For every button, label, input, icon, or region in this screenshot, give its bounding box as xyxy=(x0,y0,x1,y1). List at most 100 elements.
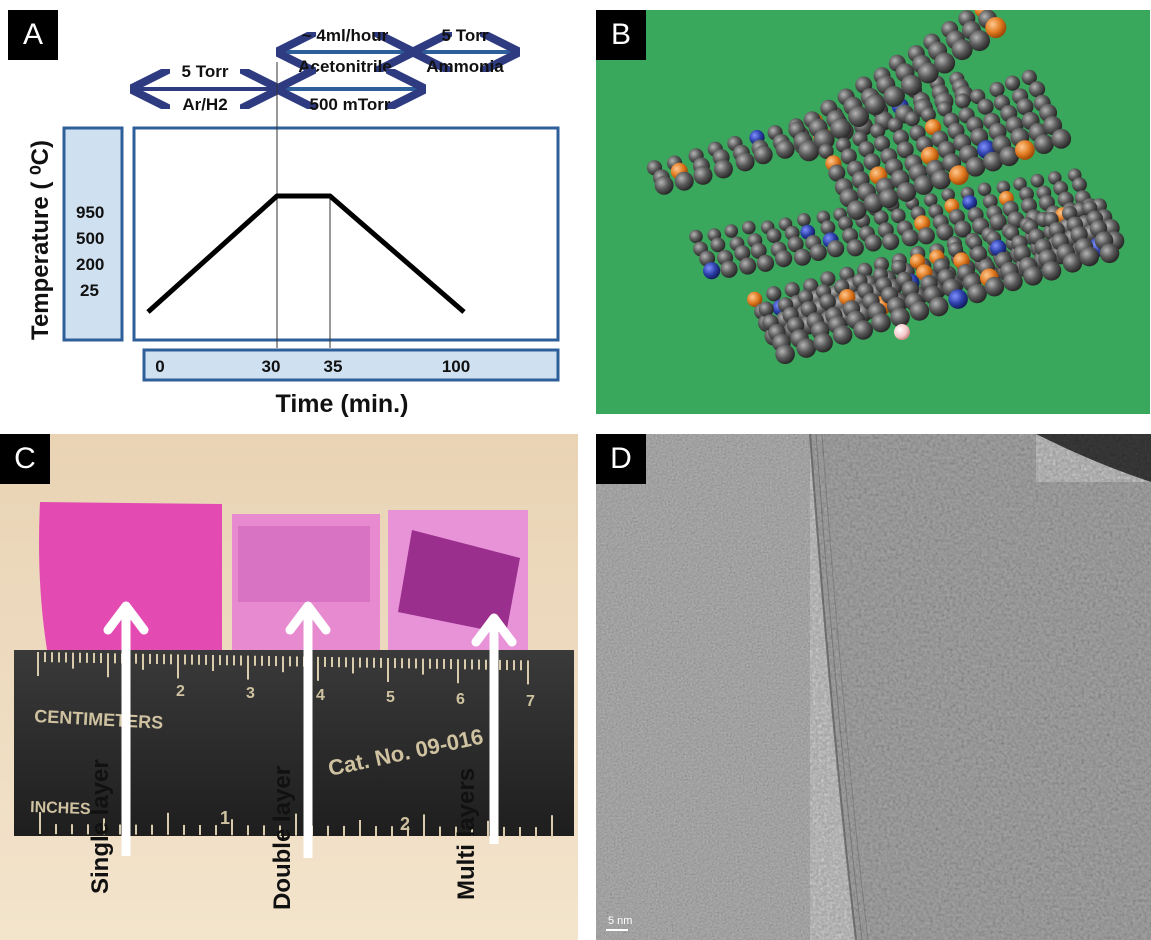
carbon-atom xyxy=(840,148,857,165)
panel-a-label: A xyxy=(8,10,58,60)
carbon-atom xyxy=(917,227,935,245)
carbon-atom xyxy=(969,30,990,52)
label-double-layer: Double layer xyxy=(269,766,296,910)
carbon-atom xyxy=(832,325,853,345)
double-layer-arrow xyxy=(285,601,331,858)
x-tick-0: 0 xyxy=(155,357,164,376)
carbon-atom xyxy=(797,289,814,305)
carbon-atom xyxy=(756,254,775,272)
stage-arrow-2-gas: Acetonitrile xyxy=(298,57,392,76)
hydrogen-atom xyxy=(894,324,910,340)
carbon-atom xyxy=(863,193,884,213)
carbon-atom xyxy=(1021,69,1037,85)
y-tick-500: 500 xyxy=(76,229,104,248)
carbon-atom xyxy=(1028,81,1046,98)
carbon-atom xyxy=(796,338,817,358)
carbon-atom xyxy=(923,193,938,207)
carbon-atom xyxy=(1048,171,1062,185)
carbon-atom xyxy=(977,98,994,115)
carbon-atom xyxy=(977,182,992,197)
carbon-atom xyxy=(989,81,1005,98)
carbon-atom xyxy=(951,39,973,61)
panel-b-label: B xyxy=(596,10,646,60)
carbon-atom xyxy=(693,165,713,185)
carbon-atom xyxy=(775,344,795,365)
x-axis-label: Time (min.) xyxy=(276,390,409,418)
carbon-atom xyxy=(742,220,756,235)
stage-arrow-1-gas: Ar/H2 xyxy=(182,95,227,114)
carbon-atom xyxy=(1072,177,1087,193)
y-axis-label: Temperature ( ⁰C) xyxy=(27,140,54,340)
carbon-atom xyxy=(999,146,1019,167)
carbon-atom xyxy=(766,286,782,302)
x-axis-box xyxy=(142,348,560,382)
carbon-atom xyxy=(917,62,939,84)
x-tick-35: 35 xyxy=(324,357,343,376)
panel-a-temperature-profile: A 5 Torr Ar/H2 ~ 4ml/hour Acetonitrile 5… xyxy=(0,0,580,420)
carbon-atom xyxy=(858,141,875,158)
carbon-atom xyxy=(890,307,910,328)
carbon-atom xyxy=(1062,253,1083,273)
carbon-atom xyxy=(750,242,767,259)
dopant-atom-orange xyxy=(949,165,969,186)
carbon-atom xyxy=(1041,261,1062,281)
carbon-atom xyxy=(873,135,891,152)
carbon-atom xyxy=(936,223,954,241)
carbon-atom xyxy=(871,312,891,333)
tem-film-edge xyxy=(809,434,857,940)
carbon-atom xyxy=(1003,271,1023,292)
carbon-atom xyxy=(848,106,870,127)
label-multi-layers: Multi layers xyxy=(453,768,480,900)
panel-d-label: D xyxy=(596,434,646,484)
carbon-atom xyxy=(1013,177,1027,191)
y-tick-950: 950 xyxy=(76,203,104,222)
ruler-cm-7: 7 xyxy=(526,693,535,710)
carbon-atom xyxy=(878,188,899,209)
stage-arrow-2-rate: ~ 4ml/hour xyxy=(302,26,389,45)
nitrogen-atom xyxy=(962,195,978,210)
carbon-atom xyxy=(674,171,694,191)
carbon-atom xyxy=(984,276,1005,297)
carbon-atom xyxy=(820,271,836,287)
carbon-atom xyxy=(758,301,774,317)
carbon-atom xyxy=(934,52,956,74)
carbon-atom xyxy=(863,153,881,171)
carbon-atom xyxy=(931,169,951,190)
carbon-atom xyxy=(891,259,907,275)
carbon-atom xyxy=(654,175,674,195)
carbon-atom xyxy=(913,175,934,195)
carbon-atom xyxy=(954,220,972,238)
carbon-atom xyxy=(1030,173,1045,188)
carbon-atom xyxy=(883,86,905,107)
carbon-atom xyxy=(827,240,845,258)
ruler-inch-2: 2 xyxy=(400,814,410,834)
carbon-atom xyxy=(901,229,919,247)
carbon-atom xyxy=(713,159,733,179)
carbon-atom xyxy=(846,200,867,221)
carbon-atom xyxy=(787,236,804,253)
carbon-atom xyxy=(1023,266,1043,286)
y-tick-200: 200 xyxy=(76,255,104,274)
carbon-atom xyxy=(803,278,819,294)
label-single-layer: Single layer xyxy=(87,759,114,894)
multi-layer-film xyxy=(398,530,520,634)
carbon-atom xyxy=(784,282,800,298)
carbon-atom xyxy=(1079,246,1100,267)
stage-arrow-1-torr: 5 Torr xyxy=(182,62,229,81)
carbon-atom xyxy=(967,283,987,304)
carbon-atom xyxy=(828,164,846,182)
scale-bar-label: 5 nm xyxy=(608,915,632,927)
ruler-cm-5: 5 xyxy=(386,689,395,706)
panel-c-label: C xyxy=(0,434,50,484)
carbon-atom xyxy=(798,140,820,162)
dopant-atom-orange xyxy=(985,17,1007,38)
panel-c-photo-samples: CENTIMETERS Cat. No. 09-016 INCHES 2 3 4… xyxy=(0,434,578,940)
carbon-atom xyxy=(797,213,811,227)
ruler-cm-4: 4 xyxy=(316,687,325,704)
carbon-atom xyxy=(909,301,930,321)
carbon-atom xyxy=(887,117,903,133)
carbon-atom xyxy=(1004,75,1021,91)
carbon-atom xyxy=(853,320,873,340)
carbon-atom xyxy=(983,151,1003,172)
carbon-atom xyxy=(965,156,986,177)
